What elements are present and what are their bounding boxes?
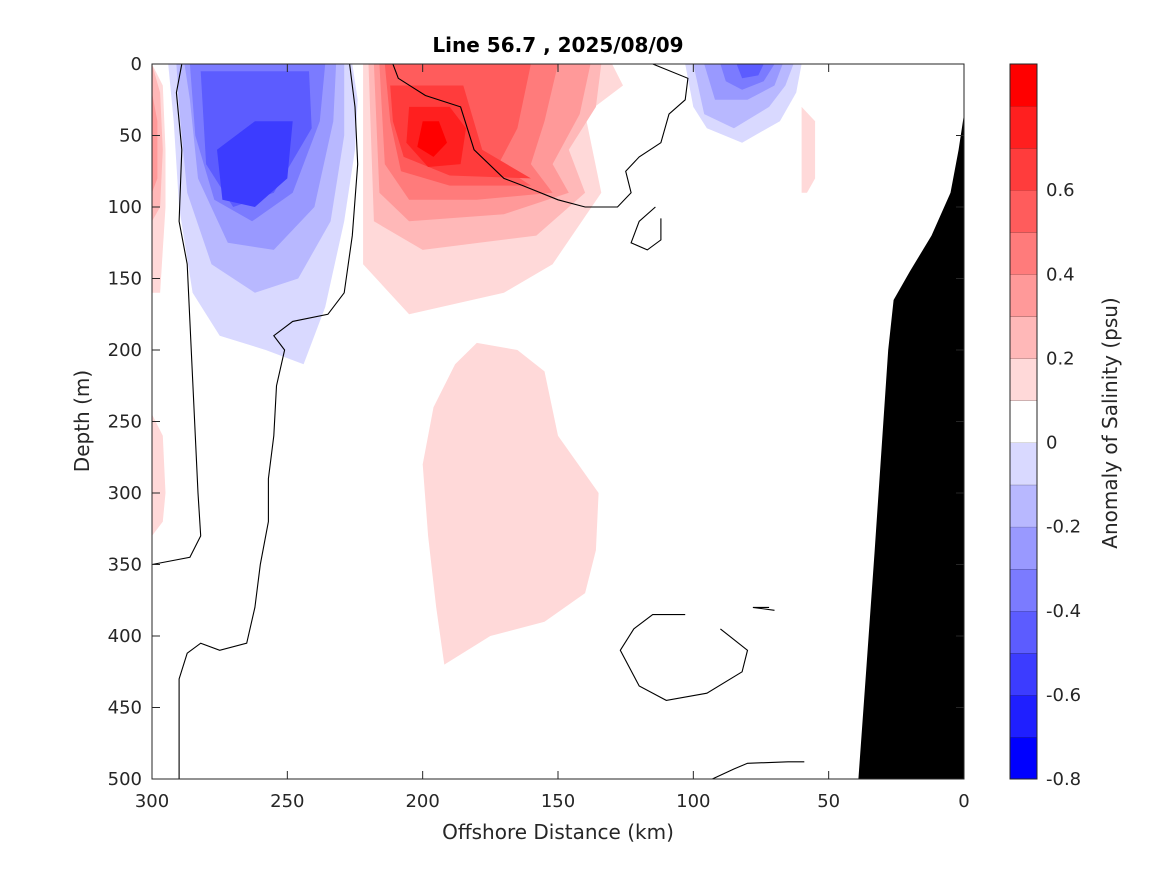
- east-zero-contour: [752, 606, 775, 611]
- x-tick-label: 300: [135, 791, 169, 812]
- x-tick-label: 50: [817, 791, 840, 812]
- colorbar-frame: [1009, 63, 1038, 780]
- colorbar-tick-label: -0.4: [1046, 601, 1081, 622]
- colorbar-swatch: [1010, 358, 1037, 401]
- zero-contour-layer: [152, 64, 805, 779]
- salinity-fill-layer: [152, 64, 816, 665]
- colorbar-swatch: [1010, 316, 1037, 359]
- colorbar-swatch: [1010, 106, 1037, 149]
- shelf-high-salinity-region: [801, 106, 816, 193]
- x-tick-label: 250: [270, 791, 304, 812]
- colorbar-tick-label: -0.8: [1046, 769, 1081, 790]
- y-tick-label: 50: [119, 126, 142, 147]
- y-tick-label: 500: [108, 769, 142, 790]
- mid-depth-high-salinity-lobe-region: [422, 342, 599, 665]
- colorbar-swatch: [1010, 484, 1037, 527]
- colorbar-tick-label: 0.6: [1046, 180, 1075, 201]
- colorbar-swatch: [1010, 694, 1037, 738]
- colorbar-swatch: [1010, 232, 1037, 275]
- y-tick-label: 350: [108, 555, 142, 576]
- y-axis-ticks: 0 50 100 150 200 250 300 350 400 450 500: [108, 54, 964, 790]
- colorbar-swatch: [1010, 568, 1037, 612]
- east-zero-contour: [630, 206, 662, 251]
- coastal-edge-high-salinity-region: [152, 92, 158, 193]
- colorbar-ticks: 0.6 0.4 0.2 0 -0.2 -0.4 -0.6 -0.8: [1046, 180, 1081, 790]
- colorbar-swatches: [1010, 63, 1037, 780]
- colorbar-swatch: [1010, 652, 1037, 696]
- x-axis-ticks: 300 250 200 150 100 50 0: [135, 64, 970, 812]
- x-axis-label: Offshore Distance (km): [442, 820, 674, 844]
- seafloor-layer: [858, 114, 964, 779]
- plot-area: 300 250 200 150 100 50 0 050100150200250300350…: [108, 54, 970, 812]
- y-tick-label: 200: [108, 340, 142, 361]
- y-tick-label: 0: [131, 54, 142, 75]
- colorbar-swatch: [1010, 526, 1037, 570]
- x-tick-label: 100: [676, 791, 710, 812]
- colorbar-tick-label: 0: [1046, 433, 1057, 454]
- colorbar-swatch: [1010, 736, 1037, 780]
- seafloor: [858, 114, 964, 779]
- x-tick-label: 150: [541, 791, 575, 812]
- deep-edge-high-salinity-region: [152, 414, 166, 536]
- colorbar-swatch: [1010, 442, 1037, 485]
- colorbar-tick-label: 0.4: [1046, 264, 1075, 285]
- y-tick-label: 150: [108, 269, 142, 290]
- colorbar-tick-label: -0.6: [1046, 685, 1081, 706]
- y-axis-label: Depth (m): [70, 370, 94, 472]
- colorbar-label: Anomaly of Salinity (psu): [1098, 297, 1122, 548]
- colorbar-swatch: [1010, 274, 1037, 317]
- central-zero-contour: [178, 64, 359, 779]
- east-zero-contour: [392, 64, 689, 208]
- east-zero-contour: [619, 614, 749, 701]
- colorbar-tick-label: -0.2: [1046, 517, 1081, 538]
- x-tick-label: 200: [405, 791, 439, 812]
- y-tick-label: 100: [108, 197, 142, 218]
- east-zero-contour: [712, 761, 805, 779]
- y-tick-label: 300: [108, 483, 142, 504]
- low-salinity-core-west-region: [217, 121, 293, 207]
- colorbar: 0.6 0.4 0.2 0 -0.2 -0.4 -0.6 -0.8 Anomaly of Sa…: [1009, 63, 1122, 790]
- low-salinity-core-east-region: [736, 64, 764, 79]
- y-tick-label: 250: [108, 412, 142, 433]
- high-salinity-core-region: [417, 121, 447, 157]
- x-tick-label: 0: [958, 791, 969, 812]
- west-zero-contour: [152, 64, 202, 566]
- colorbar-swatch: [1010, 148, 1037, 191]
- y-tick-label: 450: [108, 698, 142, 719]
- colorbar-swatch: [1010, 400, 1037, 443]
- colorbar-swatch: [1010, 64, 1037, 107]
- y-tick-label: 400: [108, 626, 142, 647]
- colorbar-swatch: [1010, 190, 1037, 233]
- colorbar-swatch: [1010, 610, 1037, 654]
- colorbar-tick-label: 0.2: [1046, 348, 1075, 369]
- chart-title: Line 56.7 , 2025/08/09: [432, 33, 683, 57]
